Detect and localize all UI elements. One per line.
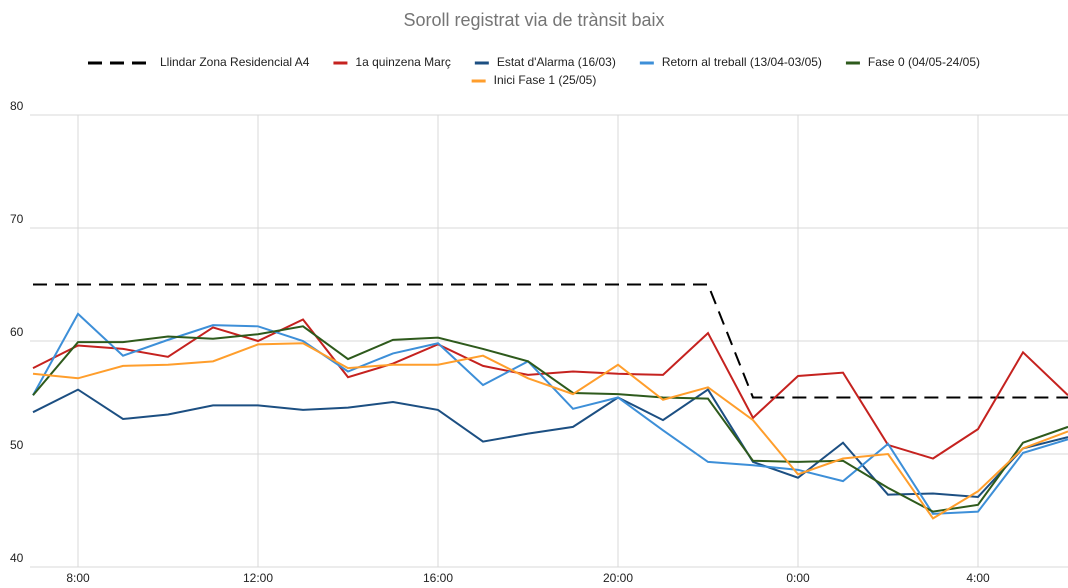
legend-item: Fase 0 (04/05-24/05) [845, 55, 980, 69]
chart-title: Soroll registrat via de trànsit baix [403, 10, 664, 30]
legend-label: Fase 0 (04/05-24/05) [868, 55, 980, 69]
y-tick-label: 80 [10, 99, 24, 113]
y-tick-label: 50 [10, 438, 24, 452]
legend-label: Llindar Zona Residencial A4 [160, 55, 310, 69]
legend: Llindar Zona Residencial A4 1a quinzena M… [87, 55, 980, 87]
y-tick-label: 60 [10, 325, 24, 339]
x-tick-label: 0:00 [786, 571, 810, 585]
legend-label: Estat d'Alarma (16/03) [497, 55, 616, 69]
series-line [32, 342, 1068, 520]
legend-label: 1a quinzena Març [355, 55, 450, 69]
grid: 40 50 60 70 80 8:00 12:00 16:00 20:00 0:00 4:00 [10, 99, 1068, 585]
x-tick-label: 8:00 [66, 571, 90, 585]
lines [32, 283, 1068, 520]
legend-label: Retorn al treball (13/04-03/05) [662, 55, 822, 69]
legend-item: Inici Fase 1 (25/05) [471, 73, 597, 87]
x-tick-label: 12:00 [243, 571, 273, 585]
series-line [32, 388, 1068, 498]
series-line [32, 318, 1068, 460]
y-tick-label: 40 [10, 551, 24, 565]
y-tick-label: 70 [10, 212, 24, 226]
legend-label: Inici Fase 1 (25/05) [494, 73, 597, 87]
x-tick-label: 20:00 [603, 571, 633, 585]
x-tick-label: 16:00 [423, 571, 453, 585]
series-line [32, 325, 1068, 513]
series-line [33, 283, 1068, 399]
series-line [32, 312, 1068, 515]
legend-item: Retorn al treball (13/04-03/05) [639, 55, 822, 69]
legend-item: Llindar Zona Residencial A4 [87, 55, 310, 69]
legend-item: 1a quinzena Març [333, 55, 451, 69]
x-tick-label: 4:00 [966, 571, 990, 585]
legend-item: Estat d'Alarma (16/03) [474, 55, 616, 69]
